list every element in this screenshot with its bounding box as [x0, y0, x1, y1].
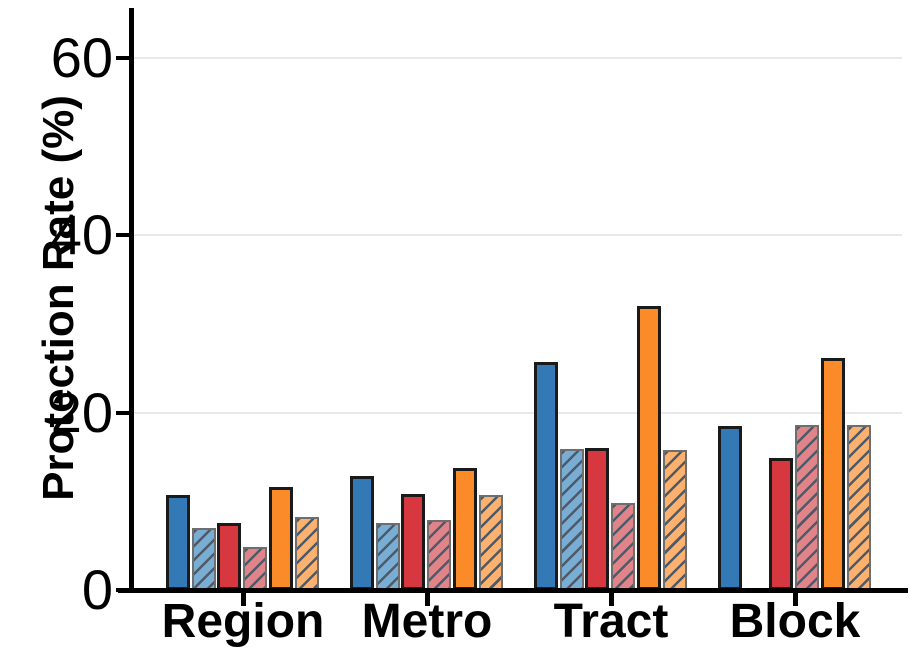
bar-red-solid-region: [217, 523, 241, 590]
y-tick-60: [116, 55, 129, 60]
y-tick-0: [116, 588, 129, 592]
bar-blue-solid-block: [718, 426, 742, 590]
bar-blue-solid-tract: [534, 362, 558, 590]
y-tick-40: [116, 233, 129, 237]
y-tick-label-40: 40: [50, 203, 113, 266]
bar-orange-hatched-tract: [663, 450, 687, 590]
bar-red-solid-metro: [401, 494, 425, 590]
y-axis-title: Protection Rate (%): [34, 95, 83, 501]
bar-red-hatched-metro: [427, 520, 451, 590]
x-tick-block: [792, 593, 798, 606]
x-tick-label-metro: Metro: [361, 595, 493, 648]
y-tick-label-20: 20: [50, 380, 113, 444]
bar-orange-solid-metro: [453, 468, 477, 590]
bar-blue-solid-region: [166, 495, 190, 590]
bar-orange-solid-tract: [637, 306, 661, 590]
bar-red-solid-tract: [585, 448, 609, 590]
bar-orange-solid-region: [269, 487, 293, 590]
bar-orange-solid-block: [821, 358, 845, 590]
bar-blue-solid-metro: [350, 476, 374, 590]
y-tick-label-60: 60: [50, 25, 113, 89]
y-tick-label-0: 0: [81, 558, 113, 621]
bar-orange-hatched-block: [847, 425, 871, 590]
bar-orange-hatched-metro: [479, 495, 503, 590]
x-axis-spine: [118, 588, 908, 593]
bar-blue-hatched-region: [192, 528, 216, 590]
x-tick-metro: [424, 593, 430, 606]
bar-blue-hatched-metro: [376, 523, 400, 590]
x-tick-label-block: Block: [729, 595, 861, 648]
x-tick-region: [240, 593, 246, 606]
y-axis-spine: [129, 8, 134, 593]
bar-blue-hatched-tract: [560, 449, 584, 590]
bar-orange-hatched-region: [295, 517, 319, 590]
gridline-y-20: [134, 411, 902, 414]
gridline-y-60: [134, 56, 902, 59]
y-tick-20: [116, 410, 129, 415]
bar-red-hatched-tract: [611, 503, 635, 590]
x-tick-label-region: Region: [161, 595, 325, 648]
bar-red-hatched-region: [243, 547, 267, 590]
bar-red-solid-block: [769, 458, 793, 590]
x-tick-tract: [608, 593, 614, 606]
gridline-y-40: [134, 234, 902, 236]
bar-red-hatched-block: [795, 425, 819, 590]
x-tick-label-tract: Tract: [553, 595, 669, 648]
